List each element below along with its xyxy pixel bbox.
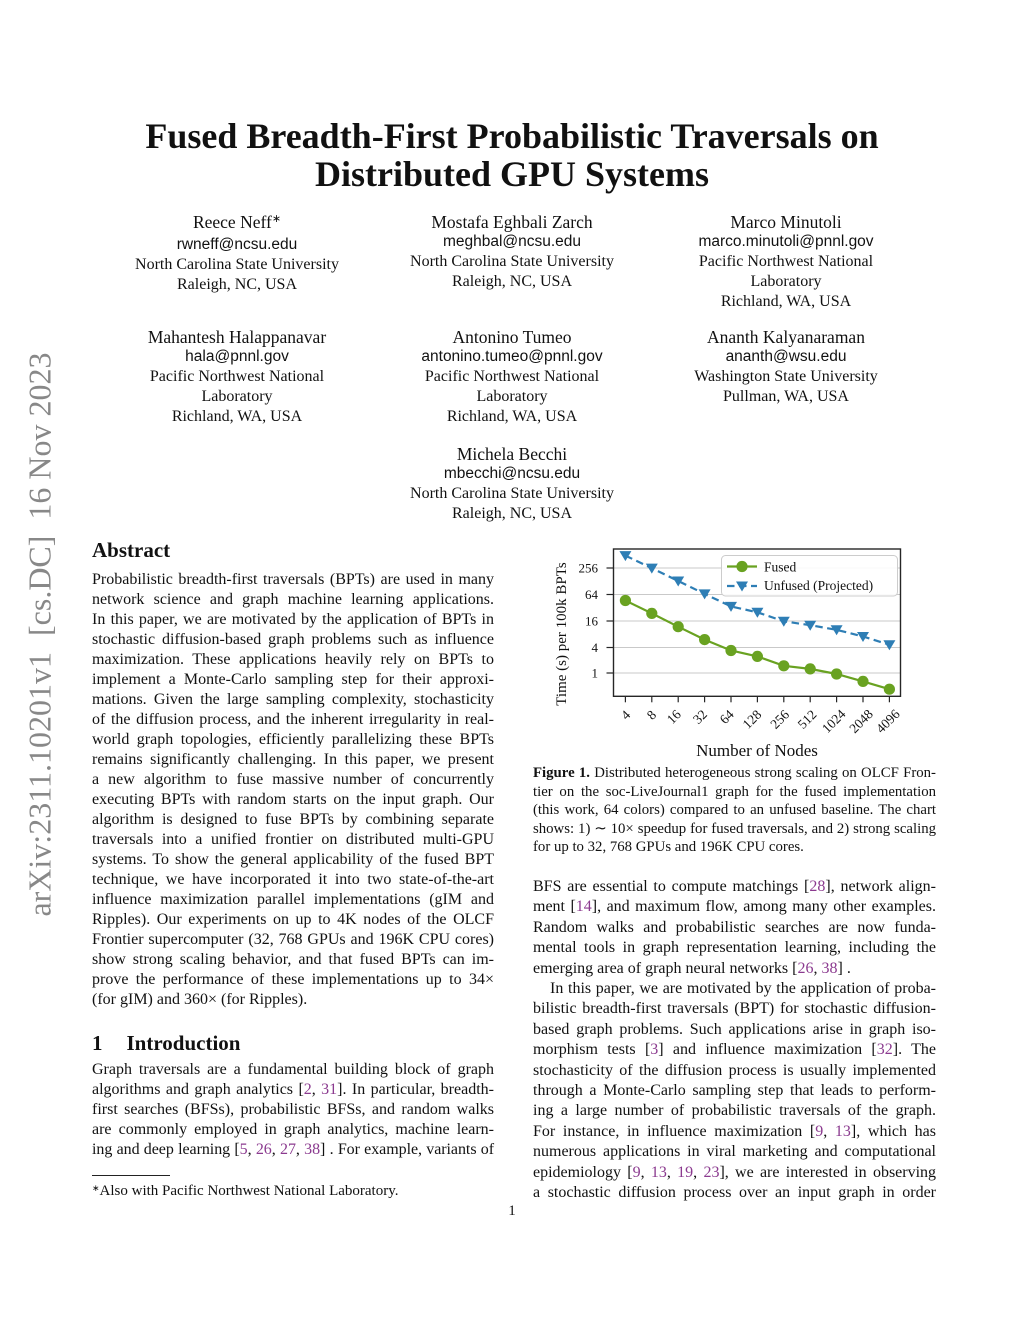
svg-text:Number of Nodes: Number of Nodes [696, 741, 818, 760]
svg-text:2048: 2048 [846, 706, 876, 736]
svg-text:Fused: Fused [764, 560, 797, 575]
svg-text:512: 512 [795, 707, 820, 732]
svg-text:256: 256 [579, 560, 599, 575]
svg-text:8: 8 [644, 707, 660, 723]
svg-text:64: 64 [717, 707, 737, 727]
svg-text:Unfused (Projected): Unfused (Projected) [764, 578, 873, 593]
svg-text:Time (s) per 100k BPTs: Time (s) per 100k BPTs [554, 562, 570, 706]
svg-text:32: 32 [690, 707, 710, 727]
svg-text:1024: 1024 [819, 706, 849, 736]
svg-text:4: 4 [592, 640, 599, 655]
svg-text:1: 1 [592, 665, 599, 680]
svg-text:4: 4 [618, 707, 634, 723]
svg-text:4096: 4096 [873, 706, 903, 736]
svg-text:16: 16 [664, 707, 684, 727]
svg-text:16: 16 [585, 613, 599, 628]
svg-text:256: 256 [767, 707, 792, 732]
svg-text:64: 64 [585, 587, 599, 602]
svg-text:128: 128 [740, 707, 765, 732]
